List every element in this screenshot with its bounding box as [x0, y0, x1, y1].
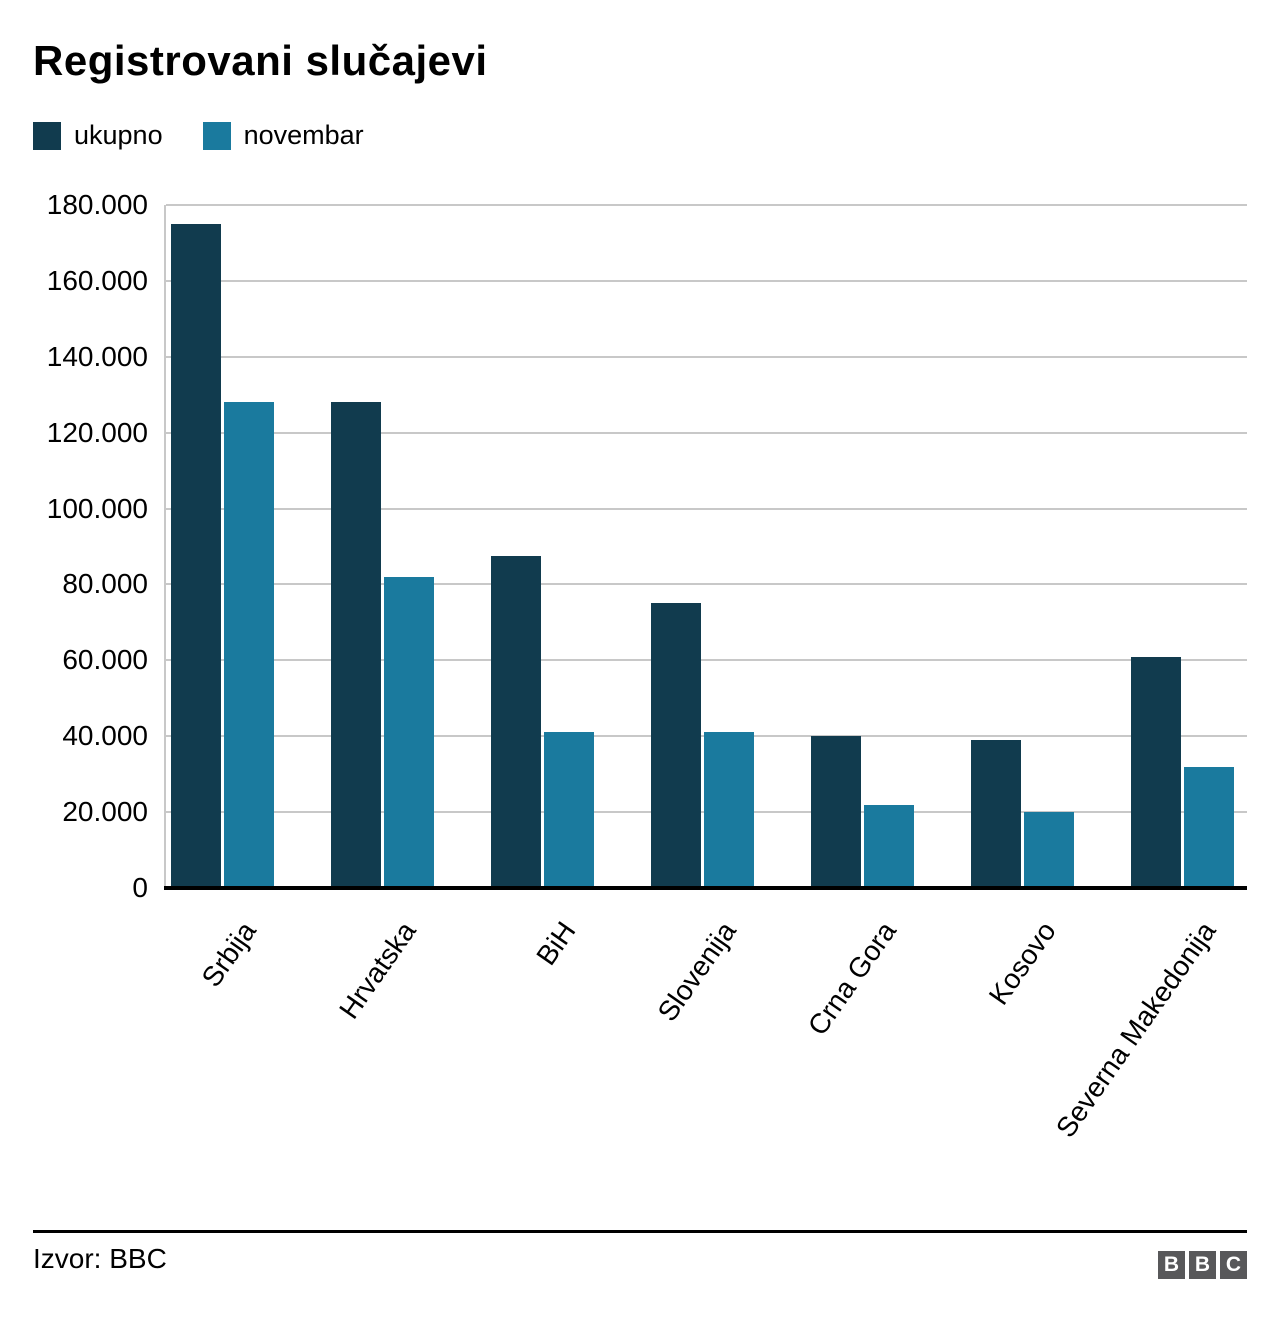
x-axis-label-hrvatska: Hrvatska [333, 916, 422, 1025]
footer-divider [33, 1230, 1247, 1233]
bar-ukupno-hrvatska [331, 402, 381, 888]
bar-group-bih [491, 556, 594, 888]
bar-novembar-slovenija [704, 732, 754, 888]
y-tick-label-140.000: 140.000 [46, 340, 148, 372]
bar-ukupno-bih [491, 556, 541, 888]
x-axis-label-srbija: Srbija [195, 916, 262, 993]
gridline-120.000 [166, 431, 1247, 434]
legend-swatch-ukupno [33, 121, 61, 150]
bar-group-srbija [171, 224, 274, 888]
y-tick-label-20.000: 20.000 [62, 796, 148, 828]
bar-novembar-kosovo [1024, 812, 1074, 888]
legend-item-ukupno: ukupno [33, 120, 163, 151]
legend-swatch-novembar [202, 121, 231, 150]
bar-ukupno-crna-gora [811, 736, 861, 888]
bbc-logo-block-2: B [1189, 1251, 1216, 1279]
x-axis-line [164, 886, 1247, 890]
bar-group-crna-gora [811, 736, 914, 888]
x-axis-label-severna-makedonija: Severna Makedonija [1050, 916, 1222, 1143]
bar-group-kosovo [971, 740, 1074, 888]
x-axis-label-bih: BiH [530, 916, 582, 971]
gridline-100.000 [166, 507, 1247, 510]
y-tick-label-160.000: 160.000 [46, 264, 148, 296]
y-tick-label-40.000: 40.000 [62, 720, 148, 752]
bbc-logo-block-1: B [1158, 1251, 1185, 1279]
plot-area [164, 204, 1247, 890]
source-text: Izvor: BBC [33, 1243, 167, 1274]
legend-label-ukupno: ukupno [74, 120, 163, 150]
gridline-80.000 [166, 583, 1247, 586]
bar-novembar-crna-gora [864, 805, 914, 888]
bar-ukupno-slovenija [651, 603, 701, 888]
bar-group-hrvatska [331, 402, 434, 888]
chart-title: Registrovani slučajevi [33, 37, 488, 84]
y-tick-label-60.000: 60.000 [62, 644, 148, 676]
y-tick-label-180.000: 180.000 [46, 189, 148, 220]
y-tick-label-0: 0 [132, 872, 148, 903]
bar-novembar-severna-makedonija [1184, 767, 1234, 888]
bar-novembar-bih [544, 732, 594, 888]
gridline-180.000 [166, 204, 1247, 206]
x-axis-label-crna-gora: Crna Gora [801, 916, 902, 1041]
bar-ukupno-severna-makedonija [1131, 657, 1181, 888]
legend: ukupno novembar [33, 120, 364, 151]
gridline-160.000 [166, 279, 1247, 282]
gridline-140.000 [166, 355, 1247, 358]
y-tick-label-80.000: 80.000 [62, 568, 148, 600]
bar-ukupno-srbija [171, 224, 221, 888]
bar-ukupno-kosovo [971, 740, 1021, 888]
y-tick-label-120.000: 120.000 [46, 416, 148, 448]
bar-group-slovenija [651, 603, 754, 888]
bar-group-severna-makedonija [1131, 657, 1234, 888]
legend-label-novembar: novembar [243, 120, 364, 150]
gridline-60.000 [166, 659, 1247, 662]
bar-novembar-hrvatska [384, 577, 434, 888]
bar-novembar-srbija [224, 402, 274, 888]
bbc-logo-block-3: C [1220, 1251, 1247, 1279]
x-axis-label-slovenija: Slovenija [651, 916, 742, 1027]
legend-item-novembar: novembar [202, 120, 364, 151]
y-axis-border [164, 205, 166, 888]
x-axis-label-kosovo: Kosovo [982, 916, 1062, 1011]
y-tick-label-100.000: 100.000 [46, 492, 148, 524]
